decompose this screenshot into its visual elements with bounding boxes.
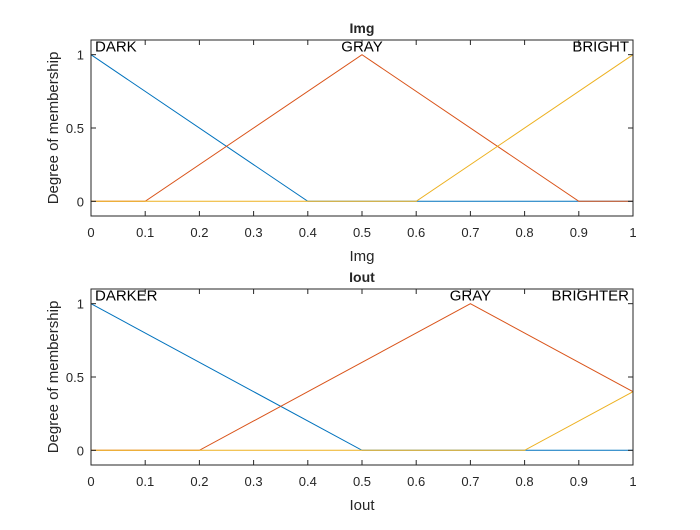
chart-2-title: Iout: [349, 269, 375, 285]
chart-1-series-gray-line: [91, 54, 633, 202]
chart-2-label-darker: DARKER: [95, 288, 158, 305]
chart-2-xtick-label: 0.9: [570, 474, 588, 489]
chart-2-label-gray: GRAY: [450, 288, 491, 305]
chart-1-xtick-label: 0.2: [190, 225, 208, 240]
chart-1-xtick-label: 0.3: [245, 225, 263, 240]
chart-2-series-brighter-line: [91, 391, 634, 451]
chart-2-ytick-label: 0.5: [66, 370, 84, 385]
chart-1-xtick-label: 1: [629, 225, 636, 240]
chart-1-xtick-label: 0.9: [570, 225, 588, 240]
chart-1-ytick-label: 0: [77, 194, 84, 209]
chart-2-xtick-label: 0.6: [407, 474, 425, 489]
chart-1-label-bright: BRIGHT: [572, 39, 629, 56]
chart-1-xtick-label: 0.1: [136, 225, 154, 240]
chart-1-ytick-label: 0.5: [66, 121, 84, 136]
chart-1-label-dark: DARK: [95, 39, 137, 56]
chart-1-series-dark-line: [90, 54, 633, 202]
chart-1-xtick-label: 0.8: [516, 225, 534, 240]
chart-2-ytick-label: 0: [77, 443, 84, 458]
chart-2-series-gray-line: [91, 303, 634, 451]
chart-1-xtick-label: 0.7: [461, 225, 479, 240]
chart-2-xtick-label: 0.5: [353, 474, 371, 489]
chart-2-xtick-label: 0.3: [245, 474, 263, 489]
chart-2-xtick-label: 0.8: [516, 474, 534, 489]
chart-1-xtick-label: 0: [87, 225, 94, 240]
chart-2-series-darker-line: [90, 303, 633, 451]
chart-2-xtick-label: 1: [629, 474, 636, 489]
chart-1-xtick-label: 0.5: [353, 225, 371, 240]
chart-1-xtick-label: 0.6: [407, 225, 425, 240]
chart-2-xtick-label: 0.4: [299, 474, 317, 489]
chart-1-ylabel: Degree of membership: [45, 52, 62, 205]
chart-1-series-bright-line: [91, 54, 634, 202]
chart-2-label-brighter: BRIGHTER: [551, 288, 629, 305]
chart-1-xlabel: Img: [349, 248, 374, 265]
chart-1-label-gray: GRAY: [341, 39, 382, 56]
chart-2-xtick-label: 0.1: [136, 474, 154, 489]
chart-2-xtick-label: 0.7: [461, 474, 479, 489]
chart-1-xtick-label: 0.4: [299, 225, 317, 240]
chart-1-ytick-label: 1: [77, 48, 84, 63]
chart-2-ylabel: Degree of membership: [45, 301, 62, 454]
chart-2-xtick-label: 0: [87, 474, 94, 489]
chart-2-xlabel: Iout: [349, 497, 375, 514]
chart-2-axes-box: [90, 288, 634, 466]
chart-1-title: Img: [350, 20, 375, 36]
chart-2-ytick-label: 1: [77, 297, 84, 312]
chart-2-xtick-label: 0.2: [190, 474, 208, 489]
chart-1-axes-box: [90, 39, 634, 217]
